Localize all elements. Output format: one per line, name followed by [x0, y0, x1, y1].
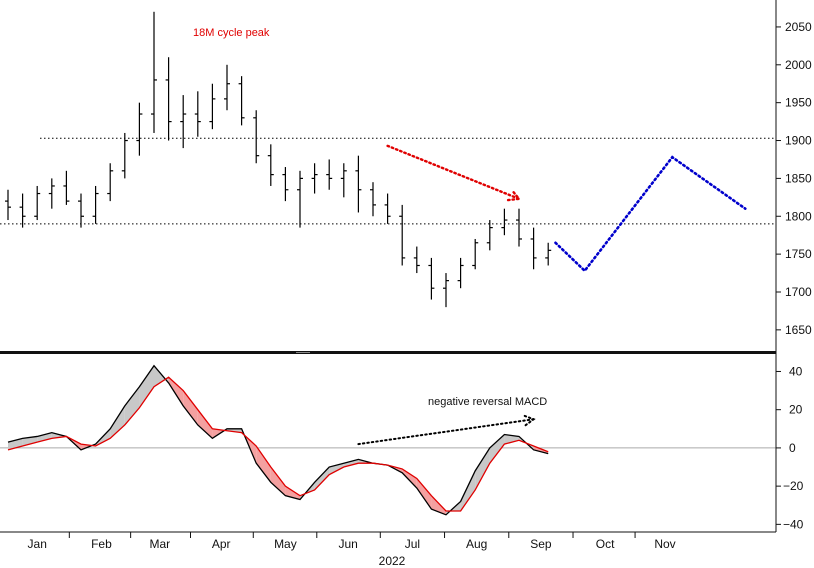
macd-histogram-fill — [197, 409, 213, 439]
ohlc-bar — [340, 163, 347, 198]
month-label: Oct — [596, 537, 615, 551]
macd-histogram-fill — [256, 446, 271, 483]
month-label: Apr — [212, 537, 231, 551]
ohlc-bar — [501, 208, 508, 236]
ohlc-bar — [530, 227, 537, 270]
macd-histogram-fill — [460, 470, 476, 511]
month-label: Feb — [91, 537, 112, 551]
ohlc-bar — [238, 76, 245, 126]
month-label: Mar — [150, 537, 171, 551]
price-axis-label: 2000 — [785, 58, 812, 72]
ohlc-bar — [326, 159, 333, 190]
ohlc-bar — [516, 208, 522, 247]
trend-arrow — [386, 144, 521, 201]
macd-histogram-fill — [81, 444, 96, 450]
signal-line — [7, 376, 549, 512]
macd-axis-label: −40 — [783, 517, 804, 531]
ohlc-bar — [224, 64, 230, 111]
macd-axis-label: 20 — [789, 403, 803, 417]
month-label: Sep — [530, 537, 552, 551]
ohlc-bar — [282, 167, 289, 202]
ohlc-bar — [311, 163, 318, 194]
price-axis-label: 1650 — [785, 323, 812, 337]
macd-axis-label: 0 — [789, 441, 796, 455]
macd-histogram-fill — [489, 434, 505, 464]
ohlc-bar — [78, 193, 84, 228]
ohlc-bar — [355, 155, 362, 213]
month-label: Nov — [654, 537, 675, 551]
ohlc-bar — [486, 220, 493, 251]
ohlc-bar — [136, 102, 143, 156]
month-label: Jan — [28, 537, 47, 551]
price-axis-label: 1900 — [785, 134, 812, 148]
ohlc-bar — [5, 189, 11, 221]
macd-axis-label: 40 — [789, 364, 803, 378]
ohlc-bar — [165, 57, 172, 141]
ohlc-bar — [92, 185, 99, 224]
panel-divider-grip[interactable] — [296, 352, 310, 353]
price-axis-label: 1800 — [785, 209, 812, 223]
ohlc-bar — [253, 110, 260, 164]
ohlc-bar — [48, 178, 55, 209]
price-panel: 18M cycle peak 1650 1700 1750 1800 1850 1900 1… — [0, 11, 812, 337]
macd-histogram-fill — [475, 447, 490, 490]
macd-histogram-fill — [37, 432, 52, 443]
year-label: 2022 — [379, 554, 406, 568]
ohlc-bar — [19, 193, 26, 228]
ohlc-bar — [194, 91, 201, 137]
ohlc-bar — [63, 170, 70, 205]
macd-trend-arrow-head — [523, 414, 536, 427]
macd-histogram-fill — [416, 478, 432, 510]
ohlc-bar — [472, 238, 479, 270]
macd-histogram-fill — [343, 459, 359, 468]
macd-histogram-fill — [183, 390, 198, 425]
panel-divider[interactable] — [0, 351, 776, 354]
ohlc-bar — [121, 132, 128, 179]
month-label: Jun — [339, 537, 358, 551]
month-label: Jul — [405, 537, 420, 551]
macd-histogram-fill — [402, 468, 417, 489]
ohlc-bar — [370, 182, 376, 217]
macd-histogram-fill — [504, 434, 519, 445]
ohlc-bar — [151, 11, 157, 133]
macd-trend-arrow — [357, 418, 535, 446]
price-axis-label: 1750 — [785, 247, 812, 261]
price-axis-label: 1950 — [785, 96, 812, 110]
ohlc-bar — [428, 257, 435, 300]
macd-histogram-fill — [124, 386, 140, 425]
ohlc-bar — [545, 242, 552, 266]
macd-histogram-fill — [168, 377, 184, 406]
trend-arrow-head — [506, 189, 522, 202]
macd-annotation: negative reversal MACD — [428, 396, 547, 408]
macd-panel: negative reversal MACD −40 −20 0 20 40 — [0, 364, 804, 531]
macd-histogram-fill — [314, 467, 330, 490]
ohlc-bar — [384, 193, 391, 224]
macd-histogram-fill — [22, 436, 38, 446]
price-axis-label: 1850 — [785, 171, 812, 185]
ohlc-bar — [209, 83, 216, 130]
ohlc-bar — [180, 95, 187, 149]
ohlc-bar — [457, 257, 464, 289]
ohlc-bar — [297, 170, 303, 228]
ohlc-bar — [34, 185, 41, 221]
ohlc-bar — [399, 204, 406, 266]
ohlc-bar — [443, 273, 449, 308]
macd-histogram-fill — [139, 365, 154, 408]
cycle-peak-annotation: 18M cycle peak — [193, 27, 270, 39]
ohlc-bar — [107, 163, 114, 202]
price-axis-label: 2050 — [785, 20, 812, 34]
macd-line — [7, 364, 549, 516]
macd-histogram-fill — [270, 467, 286, 496]
projection-path — [554, 155, 747, 273]
macd-histogram-fill — [110, 405, 125, 439]
ohlc-bar — [267, 144, 274, 186]
month-label: Aug — [466, 537, 487, 551]
ohlc-bar — [413, 246, 420, 274]
macd-axis-label: −20 — [783, 479, 804, 493]
price-axis-label: 1700 — [785, 285, 812, 299]
month-label: May — [274, 537, 297, 551]
time-axis: Jan Feb Mar Apr May Jun Jul Aug Sep Oct Nov — [0, 531, 776, 551]
